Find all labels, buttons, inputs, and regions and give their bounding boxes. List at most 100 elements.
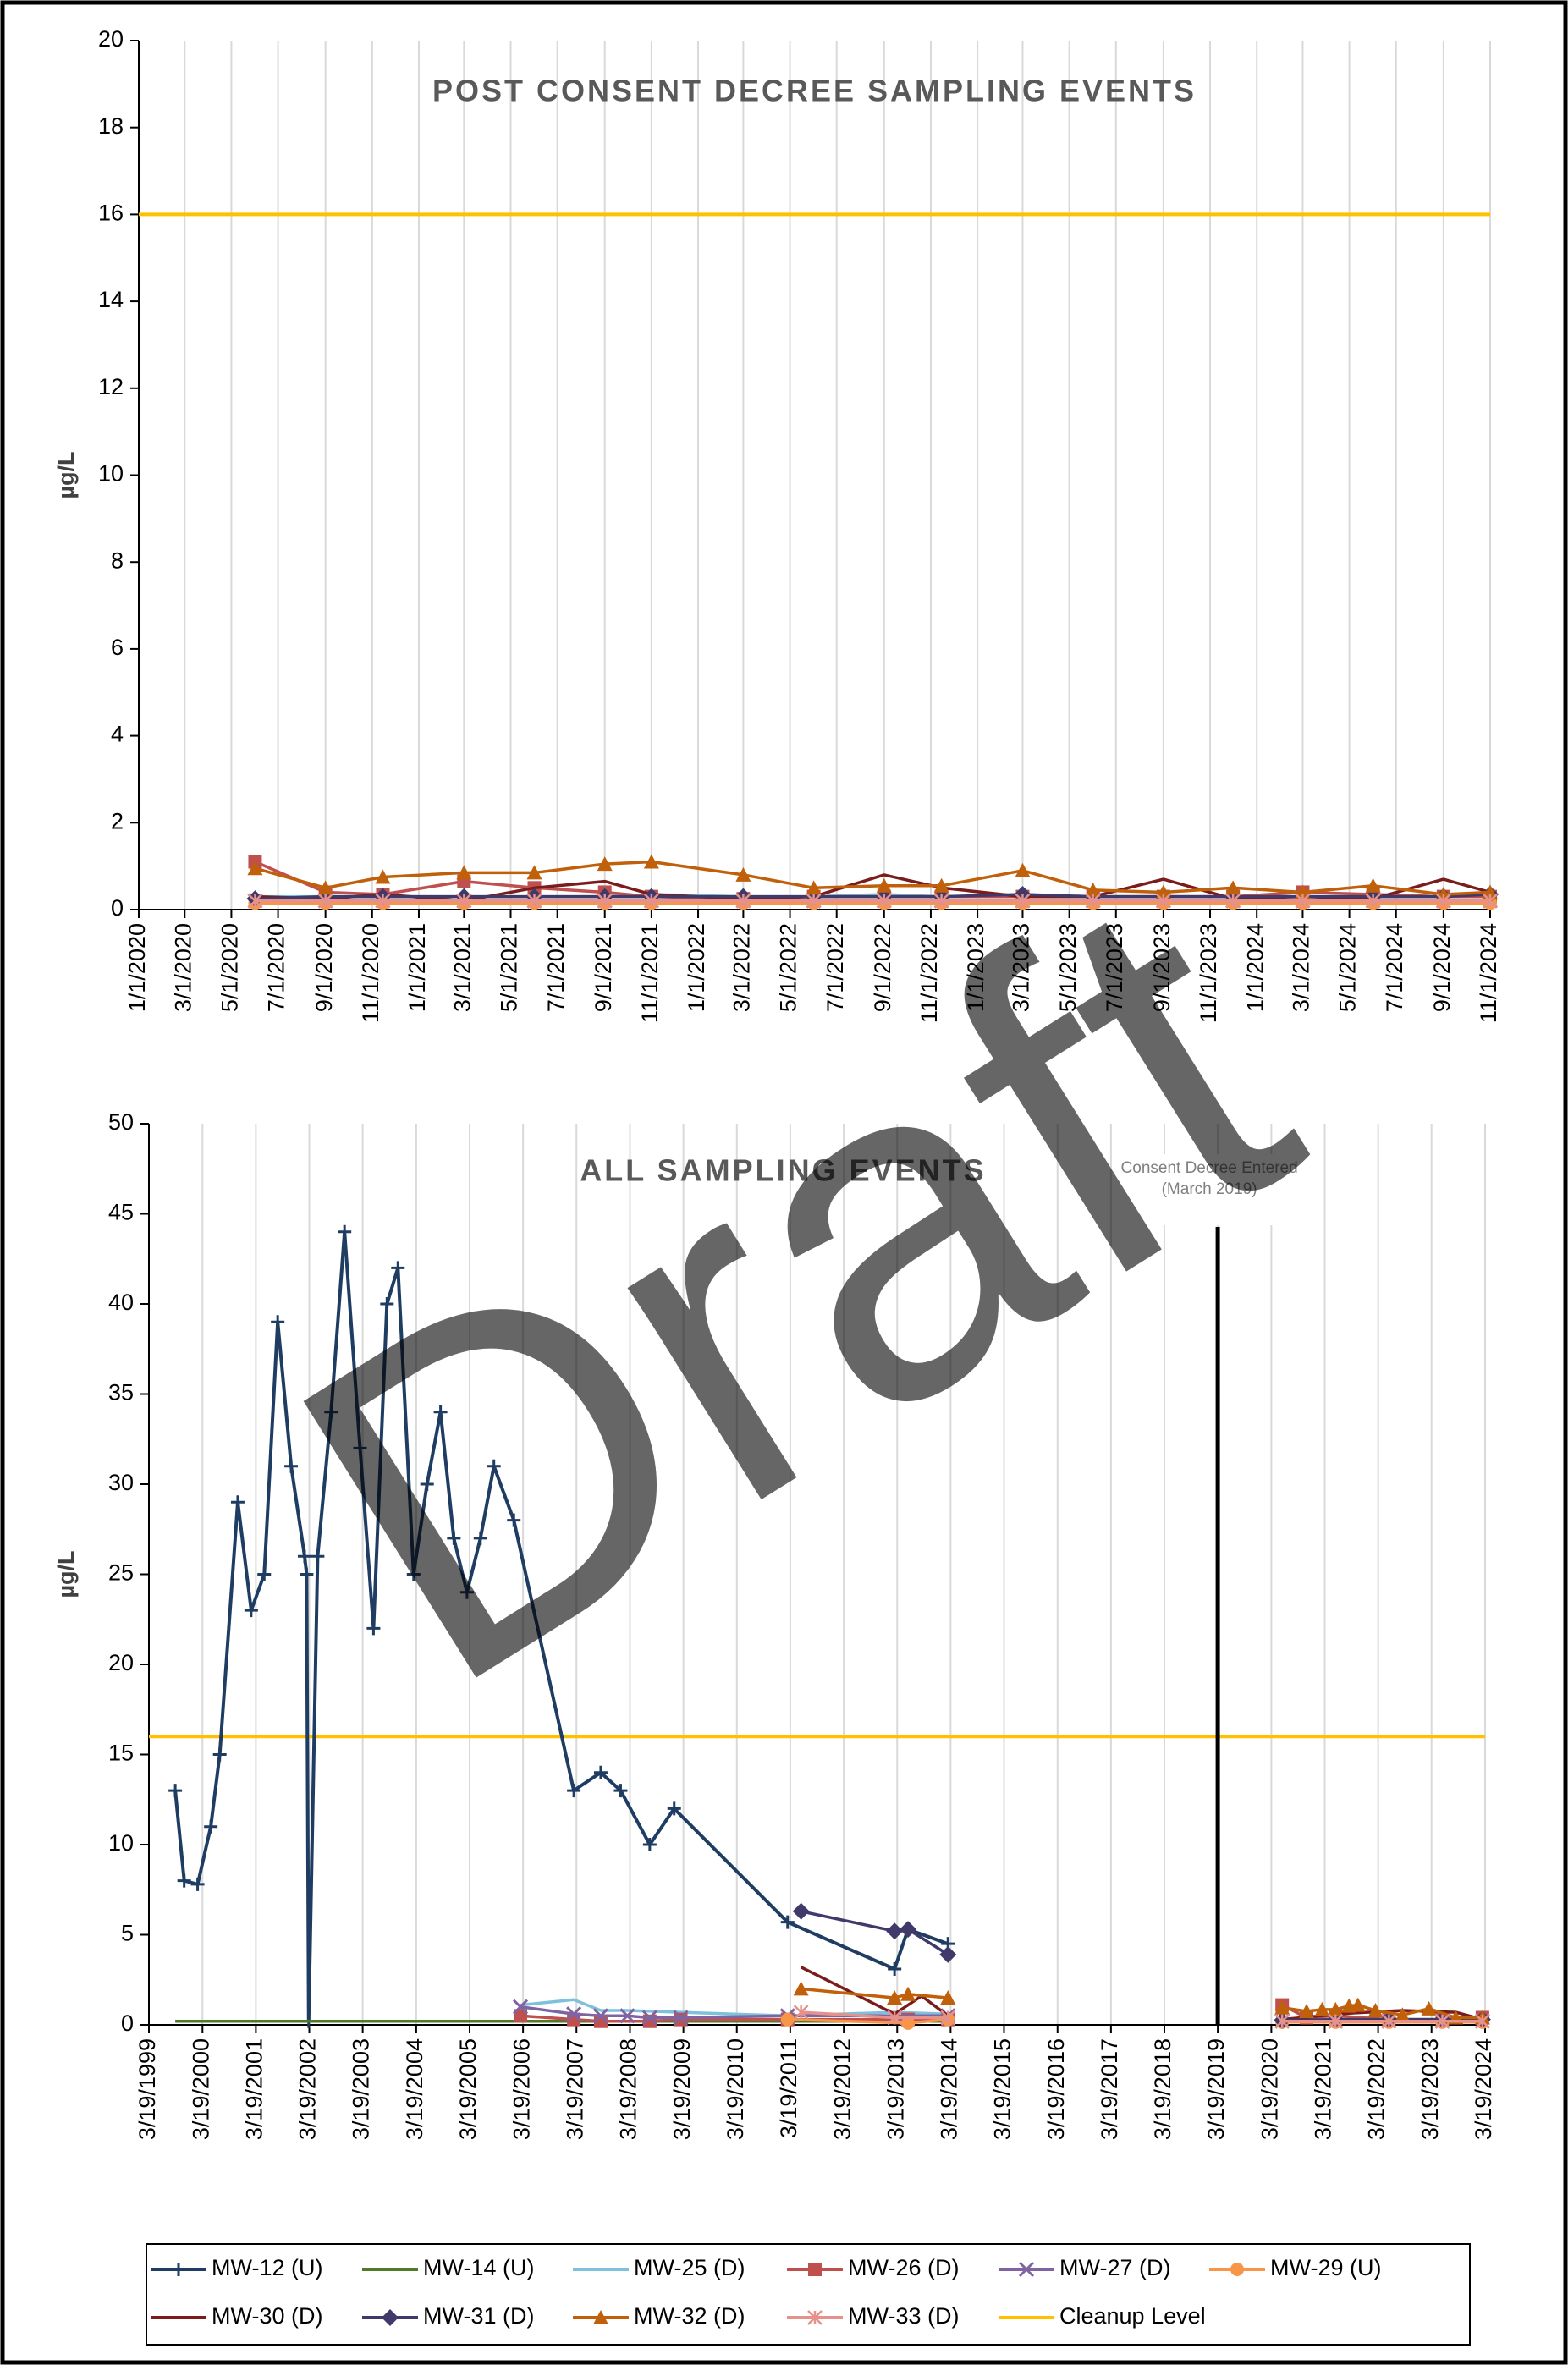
annotation-text: Consent Decree Entered [1121,1159,1298,1177]
legend-label: MW-25 (D) [634,2255,745,2280]
x-tick-label: 1/1/2023 [963,923,988,1012]
marker [593,2310,608,2324]
marker [1018,2261,1035,2278]
x-tick-label: 3/19/2001 [242,2038,267,2140]
y-tick-label: 5 [121,1921,134,1946]
marker [807,2310,823,2325]
marker [257,1567,272,1581]
x-tick-label: 3/19/2014 [936,2038,961,2140]
marker [1328,2001,1344,2016]
x-tick-label: 9/1/2024 [1429,923,1455,1012]
x-tick-label: 7/1/2021 [543,923,569,1012]
marker [808,2263,822,2276]
legend-label: MW-14 (U) [423,2255,535,2280]
marker [888,1961,902,1976]
x-tick-label: 3/19/2000 [188,2038,213,2140]
marker [247,893,263,909]
x-tick-label: 9/1/2021 [591,923,616,1012]
marker [1225,893,1241,909]
annotation-text: (March 2019) [1162,1180,1257,1198]
y-axis-label: µg/L [53,451,79,498]
legend-label: MW-30 (D) [212,2303,323,2329]
marker [512,1999,529,2015]
x-tick-label: 11/1/2022 [916,923,942,1023]
x-tick-label: 3/19/2024 [1471,2038,1496,2140]
x-tick-label: 1/1/2022 [684,923,709,1012]
marker [230,1495,245,1510]
legend-label: MW-31 (D) [423,2303,535,2329]
y-tick-label: 20 [98,26,124,52]
marker [338,1224,352,1239]
marker [887,1990,903,2005]
marker [1328,2013,1344,2029]
marker [317,880,333,895]
marker [643,893,659,909]
marker [1015,862,1031,877]
marker [900,1921,917,1939]
marker [247,861,263,876]
marker [735,893,751,909]
marker [447,1531,461,1545]
marker [674,2012,688,2027]
y-tick-label: 6 [111,635,124,660]
marker [806,880,822,895]
y-tick-label: 25 [108,1560,134,1586]
y-tick-label: 16 [98,201,124,226]
x-tick-label: 5/1/2024 [1335,923,1361,1012]
x-tick-label: 3/19/2003 [349,2038,374,2140]
y-tick-label: 0 [111,895,124,921]
marker [940,2010,956,2026]
marker [876,893,892,909]
marker [433,1405,448,1419]
marker [1085,882,1101,897]
marker [456,865,472,880]
y-tick-label: 10 [108,1830,134,1856]
x-tick-label: 3/19/2006 [509,2038,534,2140]
legend-label: MW-12 (U) [212,2255,323,2280]
marker [271,1315,285,1329]
x-tick-label: 3/19/2005 [455,2038,481,2140]
x-tick-label: 3/19/2023 [1417,2038,1443,2140]
y-tick-label: 40 [108,1290,134,1315]
marker [487,1459,501,1473]
x-tick-label: 3/19/2021 [1311,2038,1336,2140]
x-tick-label: 3/19/2007 [562,2038,587,2140]
marker [297,1549,311,1564]
marker [1483,884,1498,899]
chart-title: POST CONSENT DECREE SAMPLING EVENTS [432,74,1197,108]
marker [792,1902,810,1920]
marker [933,877,949,893]
marker [375,869,391,884]
marker [597,893,613,909]
legend-label: MW-33 (D) [848,2303,960,2329]
y-tick-label: 0 [121,2010,134,2036]
marker [593,1765,608,1779]
x-tick-label: 11/1/2020 [358,923,383,1023]
y-tick-label: 8 [111,547,124,573]
marker [204,1819,218,1834]
marker [526,893,542,909]
marker [886,1922,904,1940]
marker [1434,2013,1450,2029]
marker [933,893,949,909]
x-tick-label: 3/1/2020 [170,923,195,1012]
marker [420,1477,434,1491]
y-tick-label: 15 [108,1741,134,1766]
x-tick-label: 3/19/2010 [723,2038,748,2140]
x-tick-label: 3/1/2021 [449,923,475,1012]
marker [793,2005,809,2020]
marker [613,1784,628,1798]
marker [793,1981,809,1996]
y-tick-label: 20 [108,1650,134,1675]
marker [735,866,751,882]
marker [1299,2004,1315,2019]
marker [244,1603,258,1618]
marker [172,2263,185,2276]
x-tick-label: 3/19/2009 [669,2038,695,2140]
marker [1421,2000,1437,2016]
x-tick-label: 3/19/2002 [295,2038,321,2140]
x-tick-label: 5/1/2020 [217,923,243,1012]
marker [780,2012,795,2027]
marker [1155,893,1171,909]
